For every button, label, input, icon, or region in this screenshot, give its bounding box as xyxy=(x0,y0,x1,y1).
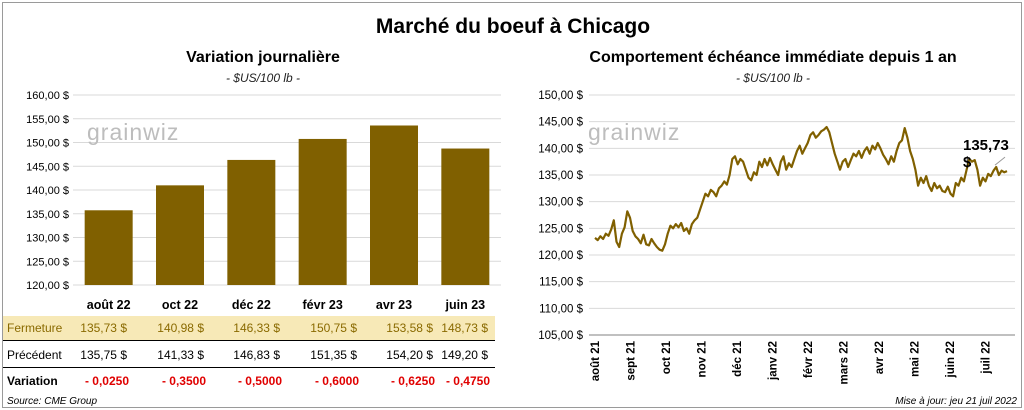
variation-cell: - 0,6000 xyxy=(314,374,359,388)
table-separator xyxy=(3,340,495,341)
x-tick-label: janv 22 xyxy=(768,341,780,381)
bar xyxy=(227,159,276,285)
x-tick-label: avr 22 xyxy=(874,341,886,374)
close-row: Fermeture 135,73 $ 140,98 $ 146,33 $ 150… xyxy=(3,316,495,340)
bar xyxy=(370,125,418,285)
y-tick-label: 130,00 $ xyxy=(26,233,69,245)
previous-cell: 146,83 $ xyxy=(233,348,280,362)
variation-cell: - 0,5000 xyxy=(237,374,282,388)
right-watermark: grainwiz xyxy=(588,119,681,145)
y-tick-label: 145,00 $ xyxy=(26,161,69,173)
x-tick-label: déc 22 xyxy=(232,298,271,312)
bar xyxy=(84,210,133,285)
right-chart-subtitle: - $US/100 lb - xyxy=(735,71,811,85)
x-tick-label: juil 22 xyxy=(981,341,993,375)
previous-cell: 135,75 $ xyxy=(80,348,127,362)
x-tick-label: août 21 xyxy=(590,340,602,381)
variation-cell: - 0,6250 xyxy=(390,374,435,388)
y-tick-label: 160,00 $ xyxy=(26,90,69,102)
y-tick-label: 155,00 $ xyxy=(26,114,69,126)
left-watermark: grainwiz xyxy=(87,119,180,145)
bar xyxy=(298,138,347,285)
daily-variation-bar-chart: 120,00 $ 125,00 $ 130,00 $ 135,00 $ 140,00 $… xyxy=(26,90,501,312)
x-tick-label: avr 23 xyxy=(376,298,412,312)
y-tick-label: 145,00 $ xyxy=(538,117,583,129)
right-chart-title: Comportement échéance immédiate depuis 1… xyxy=(589,49,957,66)
close-cell: 150,75 $ xyxy=(310,321,357,335)
close-cell: 140,98 $ xyxy=(157,321,204,335)
y-tick-label: 120,00 $ xyxy=(26,280,69,292)
x-tick-label: nov 21 xyxy=(697,340,709,377)
x-tick-label: sept 21 xyxy=(626,340,638,380)
y-tick-label: 140,00 $ xyxy=(26,185,69,197)
x-tick-label: févr 22 xyxy=(803,341,815,378)
bar xyxy=(156,185,204,285)
y-tick-label: 150,00 $ xyxy=(538,90,583,102)
x-tick-label: mai 22 xyxy=(910,341,922,377)
close-cell: 148,73 $ xyxy=(441,321,488,335)
y-tick-label: 125,00 $ xyxy=(538,223,583,235)
x-tick-label: oct 21 xyxy=(661,340,673,374)
previous-cell: 141,33 $ xyxy=(157,348,204,362)
variation-cell: - 0,4750 xyxy=(445,374,490,388)
close-cell: 146,33 $ xyxy=(233,321,280,335)
y-tick-label: 130,00 $ xyxy=(538,197,583,209)
close-row-label: Fermeture xyxy=(7,321,63,335)
previous-cell: 154,20 $ xyxy=(386,348,433,362)
front-month-line-chart: 105,00 $ 110,00 $ 115,00 $ 120,00 $ 125,00 $… xyxy=(538,90,1015,384)
y-tick-label: 135,00 $ xyxy=(26,209,69,221)
close-cell: 135,73 $ xyxy=(80,321,127,335)
bar xyxy=(441,148,490,285)
y-tick-label: 105,00 $ xyxy=(538,330,583,342)
source-note: Source: CME Group xyxy=(7,396,98,407)
x-tick-label: oct 22 xyxy=(162,298,198,312)
previous-row: Précédent 135,75 $ 141,33 $ 146,83 $ 151… xyxy=(3,343,495,367)
y-tick-label: 135,00 $ xyxy=(538,170,583,182)
y-tick-label: 110,00 $ xyxy=(539,303,584,315)
previous-cell: 151,35 $ xyxy=(310,348,357,362)
x-tick-label: juin 23 xyxy=(445,298,486,312)
x-tick-label: févr 23 xyxy=(303,298,343,312)
variation-row-label: Variation xyxy=(7,374,58,388)
x-tick-label: mars 22 xyxy=(839,341,851,384)
y-tick-label: 150,00 $ xyxy=(26,138,69,150)
y-tick-label: 115,00 $ xyxy=(539,277,584,289)
variation-row: Variation - 0,0250 - 0,3500 - 0,5000 - 0… xyxy=(3,369,495,393)
left-chart-subtitle: - $US/100 lb - xyxy=(225,71,301,85)
last-price-leader xyxy=(994,156,1006,166)
table-separator xyxy=(3,367,495,368)
left-chart-title: Variation journalière xyxy=(186,49,340,66)
previous-cell: 149,20 $ xyxy=(441,348,488,362)
x-tick-label: juin 22 xyxy=(945,341,957,378)
x-tick-label: août 22 xyxy=(87,298,131,312)
price-series-line xyxy=(594,125,1008,252)
update-note: Mise à jour: jeu 21 juil 2022 xyxy=(895,396,1017,407)
y-tick-label: 120,00 $ xyxy=(538,250,583,262)
y-tick-label: 125,00 $ xyxy=(26,256,69,268)
variation-cell: - 0,3500 xyxy=(161,374,206,388)
x-tick-label: déc 21 xyxy=(732,340,744,376)
previous-row-label: Précédent xyxy=(7,348,62,362)
main-title: Marché du boeuf à Chicago xyxy=(375,15,651,38)
close-cell: 153,58 $ xyxy=(386,321,433,335)
variation-cell: - 0,0250 xyxy=(84,374,129,388)
last-price-label: 135,73 $ xyxy=(963,137,1009,171)
y-tick-label: 140,00 $ xyxy=(538,143,583,155)
